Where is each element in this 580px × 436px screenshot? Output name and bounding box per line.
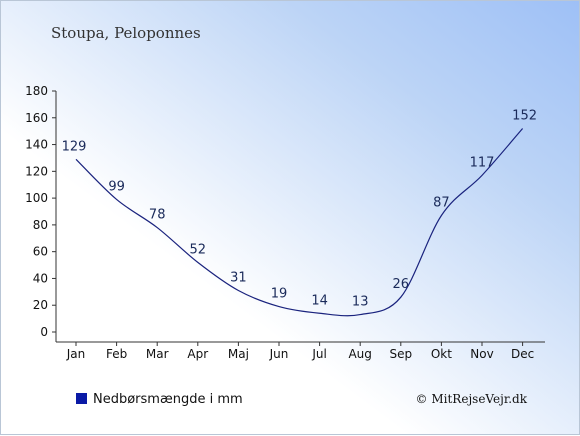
data-label: 99 [108, 179, 125, 194]
y-tick-label: 60 [33, 245, 48, 259]
data-label: 14 [311, 293, 328, 308]
y-tick-label: 180 [25, 84, 48, 98]
x-tick-label: Maj [228, 347, 249, 361]
data-label: 31 [230, 270, 247, 285]
data-label: 78 [149, 208, 166, 223]
x-tick-label: Mar [146, 347, 169, 361]
x-tick-label: Aug [348, 347, 371, 361]
data-label: 129 [62, 139, 87, 154]
data-label: 52 [190, 242, 207, 257]
series-line [75, 128, 524, 317]
legend: Nedbørsmængde i mm [76, 392, 243, 407]
data-label: 117 [470, 155, 495, 170]
data-label: 152 [512, 108, 537, 123]
x-tick-label: Apr [187, 347, 208, 361]
y-tick-label: 100 [25, 191, 48, 205]
plot-area: 129 99 78 52 31 19 14 13 26 87 117 152 [62, 108, 537, 317]
data-label: 26 [393, 277, 410, 292]
y-tick-label: 140 [25, 138, 48, 152]
data-label: 19 [271, 287, 288, 302]
chart-title: Stoupa, Peloponnes [51, 24, 201, 42]
data-label: 13 [352, 295, 369, 310]
x-tick-label: Okt [431, 347, 452, 361]
x-tick-label: Dec [511, 347, 534, 361]
y-tick-label: 20 [33, 298, 48, 312]
x-tick-label: Sep [389, 347, 412, 361]
x-tick-label: Nov [470, 347, 493, 361]
y-tick-label: 160 [25, 111, 48, 125]
y-tick-label: 80 [33, 218, 48, 232]
legend-label: Nedbørsmængde i mm [93, 392, 243, 407]
x-tick-label: Jan [66, 347, 86, 361]
credit-text: © MitRejseVejr.dk [416, 392, 528, 406]
y-tick-label: 0 [40, 325, 48, 339]
x-tick-label: Jun [269, 347, 289, 361]
y-tick-label: 40 [33, 271, 48, 285]
legend-marker [76, 393, 87, 404]
axes: 0 20 40 60 80 100 120 140 160 180 Jan Feb Mar Apr Maj J… [25, 84, 545, 361]
x-tick-label: Jul [311, 347, 326, 361]
data-label: 87 [433, 196, 450, 211]
y-tick-label: 120 [25, 164, 48, 178]
x-tick-label: Feb [106, 347, 127, 361]
